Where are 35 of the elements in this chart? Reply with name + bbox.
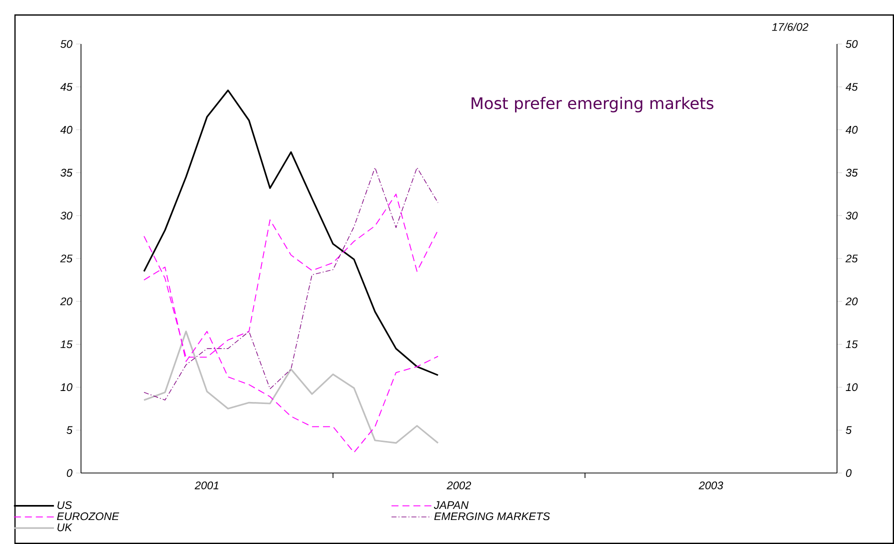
y2-tick-label: 20 bbox=[845, 298, 858, 306]
y2-tick-label: 50 bbox=[846, 40, 858, 48]
y-tick-label: 50 bbox=[60, 40, 72, 48]
line-series bbox=[144, 167, 438, 400]
y2-tick-label: 5 bbox=[846, 426, 852, 434]
y2-tick-label: 45 bbox=[846, 83, 858, 91]
text: 17/6/02 bbox=[772, 22, 808, 31]
legend-label: EMERGING MARKETS bbox=[434, 512, 550, 520]
x-tick-label: 2003 bbox=[698, 482, 724, 490]
legend-label: US bbox=[58, 501, 72, 509]
y-tick-label: 45 bbox=[60, 83, 73, 91]
y-tick-label: 20 bbox=[60, 298, 72, 306]
y2-tick-label: 30 bbox=[846, 212, 858, 220]
y2-tick-label: 40 bbox=[846, 126, 858, 134]
x-tick-label: 2001 bbox=[194, 482, 218, 490]
y-tick-label: 40 bbox=[60, 126, 72, 134]
y-tick-label: 30 bbox=[60, 212, 72, 220]
line-series bbox=[143, 90, 439, 376]
y2-tick-label: 15 bbox=[846, 340, 858, 348]
y-tick-label: 35 bbox=[60, 168, 73, 177]
y2-tick-label: 35 bbox=[846, 168, 858, 177]
y2-tick-label: 10 bbox=[846, 383, 858, 392]
y-tick-label: 0 bbox=[66, 469, 72, 477]
legend-label: EUROZONE bbox=[57, 512, 120, 520]
y-tick-label: 5 bbox=[66, 426, 73, 434]
y-tick-label: 15 bbox=[60, 340, 73, 348]
y-tick-label: 10 bbox=[60, 383, 72, 392]
legend-label: JAPAN bbox=[434, 501, 469, 509]
annotation: Most prefer emerging markets bbox=[472, 96, 714, 112]
legend-label: UK bbox=[58, 524, 72, 532]
y-tick-label: 25 bbox=[60, 254, 73, 262]
y2-tick-label: 25 bbox=[845, 254, 858, 262]
x-tick-label: 2002 bbox=[446, 482, 472, 490]
y2-tick-label: 0 bbox=[846, 469, 852, 477]
line-series bbox=[143, 330, 439, 444]
